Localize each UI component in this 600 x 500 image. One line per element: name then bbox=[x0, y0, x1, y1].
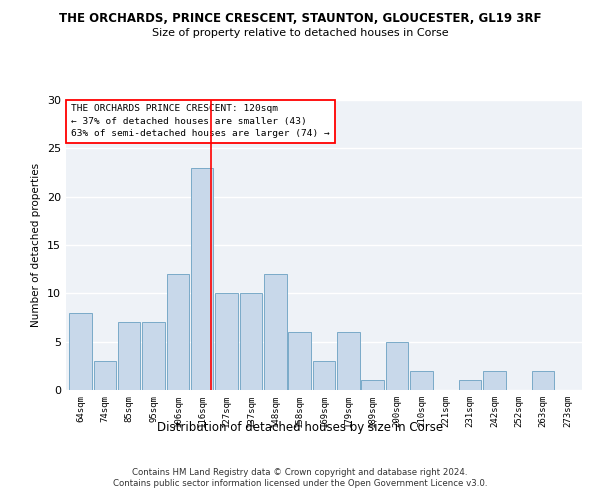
Bar bbox=[264, 274, 287, 390]
Text: THE ORCHARDS, PRINCE CRESCENT, STAUNTON, GLOUCESTER, GL19 3RF: THE ORCHARDS, PRINCE CRESCENT, STAUNTON,… bbox=[59, 12, 541, 26]
Bar bbox=[215, 294, 238, 390]
Text: THE ORCHARDS PRINCE CRESCENT: 120sqm
← 37% of detached houses are smaller (43)
6: THE ORCHARDS PRINCE CRESCENT: 120sqm ← 3… bbox=[71, 104, 330, 138]
Bar bbox=[118, 322, 140, 390]
Bar bbox=[532, 370, 554, 390]
Text: Contains HM Land Registry data © Crown copyright and database right 2024.: Contains HM Land Registry data © Crown c… bbox=[132, 468, 468, 477]
Bar bbox=[142, 322, 165, 390]
Text: Distribution of detached houses by size in Corse: Distribution of detached houses by size … bbox=[157, 421, 443, 434]
Y-axis label: Number of detached properties: Number of detached properties bbox=[31, 163, 41, 327]
Bar bbox=[94, 361, 116, 390]
Bar bbox=[483, 370, 506, 390]
Bar bbox=[167, 274, 189, 390]
Bar bbox=[361, 380, 384, 390]
Text: Size of property relative to detached houses in Corse: Size of property relative to detached ho… bbox=[152, 28, 448, 38]
Bar bbox=[70, 312, 92, 390]
Bar bbox=[410, 370, 433, 390]
Bar bbox=[386, 342, 408, 390]
Bar bbox=[459, 380, 481, 390]
Bar bbox=[289, 332, 311, 390]
Bar bbox=[191, 168, 214, 390]
Bar bbox=[240, 294, 262, 390]
Text: Contains public sector information licensed under the Open Government Licence v3: Contains public sector information licen… bbox=[113, 480, 487, 488]
Bar bbox=[313, 361, 335, 390]
Bar bbox=[337, 332, 359, 390]
